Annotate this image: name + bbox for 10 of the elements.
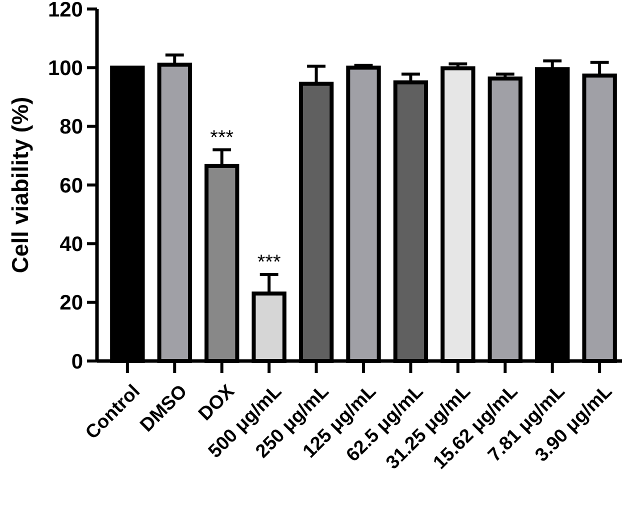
y-tick-label: 120 [48, 0, 83, 22]
y-tick-label: 100 [48, 57, 83, 80]
y-tick-label: 20 [60, 292, 83, 315]
annotation: *** [257, 251, 281, 274]
y-tick-label: 60 [60, 174, 83, 198]
y-tick-label: 0 [71, 350, 83, 374]
y-tick-label: 80 [60, 116, 83, 139]
y-tick-label: 40 [60, 233, 83, 256]
y-axis-title: Cell viability (%) [7, 96, 33, 274]
annotation: *** [210, 126, 234, 149]
